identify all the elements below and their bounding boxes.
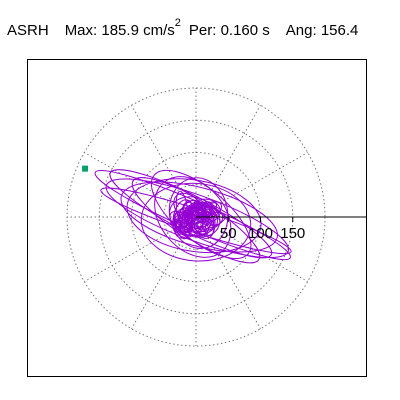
cluster-trace bbox=[173, 211, 190, 240]
max-unit-exponent: 2 bbox=[174, 17, 181, 29]
motion-traces bbox=[94, 169, 292, 264]
grid-spoke-120 bbox=[131, 105, 197, 218]
grid-spoke-210 bbox=[84, 216, 197, 282]
orbit-trace bbox=[140, 182, 252, 262]
plot-frame bbox=[27, 59, 367, 377]
max-label: Max: bbox=[64, 22, 98, 39]
tick-label-100: 100 bbox=[248, 225, 273, 242]
tick-label-50: 50 bbox=[220, 225, 237, 242]
angle-value: 156.4 bbox=[320, 22, 359, 39]
orbit-trace bbox=[126, 178, 262, 254]
cluster-trace bbox=[173, 206, 199, 227]
cluster-trace bbox=[174, 214, 193, 234]
max-unit: cm/s bbox=[143, 22, 175, 39]
angle-label: Ang: bbox=[285, 22, 317, 39]
period-value: 0.160 s bbox=[220, 22, 270, 39]
max-value: 185.9 bbox=[101, 22, 139, 39]
grid-spoke-150 bbox=[84, 152, 197, 218]
grid-spoke-60 bbox=[195, 105, 261, 218]
start-marker bbox=[82, 165, 89, 172]
header-readout: ASRH Max: 185.9 cm/s2 Per: 0.160 s Ang: 156… bbox=[7, 17, 359, 39]
grid-spoke-240 bbox=[131, 216, 197, 329]
grid-spoke-300 bbox=[195, 216, 261, 329]
radial-ticks: 50 100 150 bbox=[220, 217, 305, 242]
orbit-trace bbox=[154, 176, 232, 258]
tick-label-150: 150 bbox=[280, 225, 305, 242]
cluster-trace bbox=[200, 201, 216, 237]
orbit-trace bbox=[120, 181, 278, 253]
period-label: Per: bbox=[188, 22, 217, 39]
station-code: ASRH bbox=[7, 22, 49, 39]
